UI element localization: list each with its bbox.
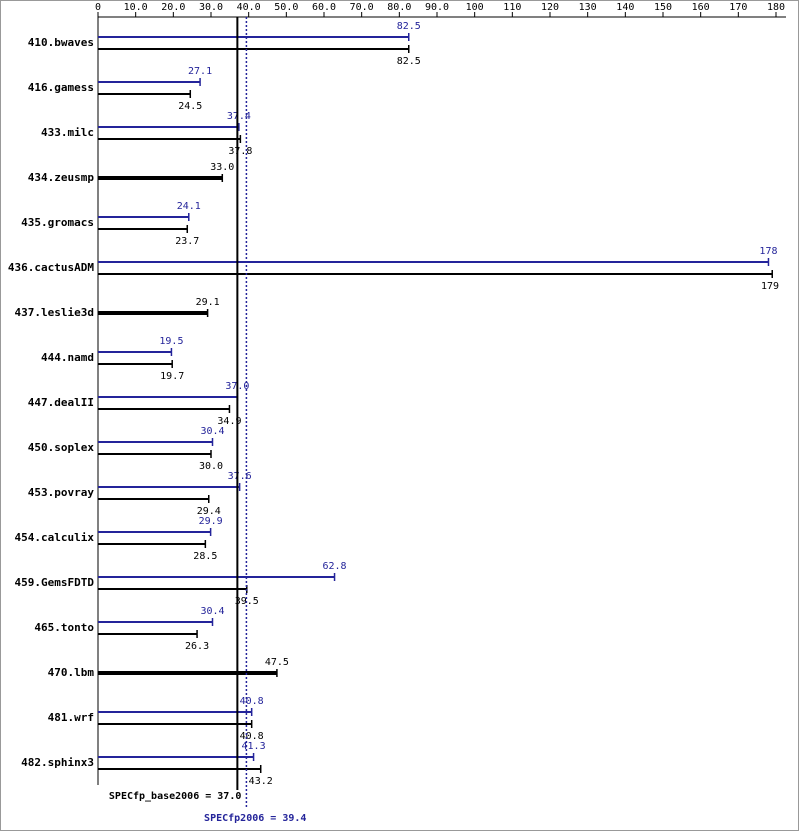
value-label: 37.6 (228, 471, 252, 482)
value-label: 28.5 (193, 551, 217, 562)
value-label: 62.8 (322, 561, 346, 572)
category-label: 481.wrf (48, 711, 94, 724)
x-tick-label: 160 (692, 2, 710, 13)
value-label: 30.0 (199, 461, 223, 472)
x-tick-label: 150 (654, 2, 672, 13)
value-label: 30.4 (200, 606, 224, 617)
category-label: 434.zeusmp (28, 171, 95, 184)
value-label: 178 (759, 246, 777, 257)
value-label: 82.5 (397, 21, 421, 32)
category-label: 465.tonto (34, 621, 94, 634)
x-tick-label: 80.0 (387, 2, 411, 13)
x-tick-label: 140 (616, 2, 634, 13)
value-label: 23.7 (175, 236, 199, 247)
category-label: 410.bwaves (28, 36, 94, 49)
value-label: 43.2 (249, 776, 273, 787)
category-label: 454.calculix (15, 531, 95, 544)
value-label: 19.7 (160, 371, 184, 382)
value-label: 29.9 (199, 516, 223, 527)
reference-label: SPECfp_base2006 = 37.0 (109, 791, 241, 802)
value-label: 40.8 (240, 731, 264, 742)
x-tick-label: 130 (579, 2, 597, 13)
value-label: 40.8 (240, 696, 264, 707)
value-label: 24.5 (178, 101, 202, 112)
value-label: 41.3 (242, 741, 266, 752)
category-label: 433.milc (41, 126, 94, 139)
x-tick-label: 50.0 (274, 2, 298, 13)
reference-label: SPECfp2006 = 39.4 (204, 813, 306, 824)
category-label: 453.povray (28, 486, 95, 499)
value-label: 37.8 (228, 146, 252, 157)
category-label: 437.leslie3d (15, 306, 94, 319)
value-label: 179 (761, 281, 779, 292)
x-tick-label: 110 (503, 2, 521, 13)
x-tick-label: 10.0 (124, 2, 148, 13)
value-label: 34.9 (217, 416, 241, 427)
value-label: 33.0 (210, 162, 234, 173)
value-label: 24.1 (177, 201, 201, 212)
x-tick-label: 120 (541, 2, 559, 13)
x-tick-label: 20.0 (161, 2, 185, 13)
category-label: 450.soplex (28, 441, 95, 454)
value-label: 30.4 (200, 426, 224, 437)
category-label: 436.cactusADM (8, 261, 94, 274)
x-tick-label: 170 (729, 2, 747, 13)
category-label: 482.sphinx3 (21, 756, 94, 769)
x-tick-label: 90.0 (425, 2, 449, 13)
x-tick-label: 30.0 (199, 2, 223, 13)
value-label: 29.4 (197, 506, 221, 517)
category-label: 435.gromacs (21, 216, 94, 229)
value-label: 26.3 (185, 641, 209, 652)
x-tick-label: 0 (95, 2, 101, 13)
x-tick-label: 100 (466, 2, 484, 13)
category-label: 444.namd (41, 351, 94, 364)
x-tick-label: 40.0 (237, 2, 261, 13)
value-label: 27.1 (188, 66, 212, 77)
value-label: 37.4 (227, 111, 251, 122)
category-label: 416.gamess (28, 81, 94, 94)
value-label: 82.5 (397, 56, 421, 67)
category-label: 447.dealII (28, 396, 94, 409)
value-label: 47.5 (265, 657, 289, 668)
x-tick-label: 70.0 (350, 2, 374, 13)
x-tick-label: 60.0 (312, 2, 336, 13)
value-label: 19.5 (159, 336, 183, 347)
category-label: 459.GemsFDTD (15, 576, 95, 589)
value-label: 29.1 (196, 297, 220, 308)
category-label: 470.lbm (48, 666, 95, 679)
x-tick-label: 180 (767, 2, 785, 13)
